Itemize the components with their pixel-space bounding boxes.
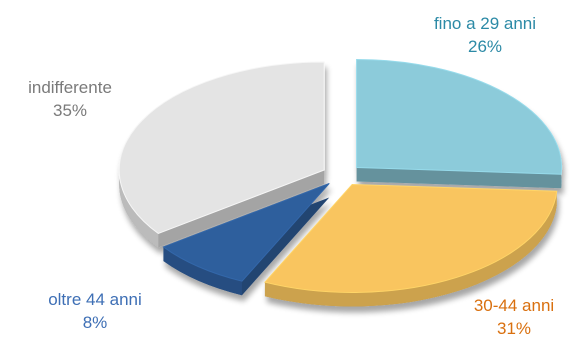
slice-rim [264, 191, 557, 307]
slice-top [118, 61, 325, 235]
slice-name: fino a 29 anni [433, 14, 537, 33]
slice-name: indifferente [28, 78, 112, 97]
pie-slice-30-44-anni [263, 183, 558, 307]
pie-slice-oltre-44-anni [162, 183, 330, 296]
slice-label-oltre-44-anni: oltre 44 anni 8% [20, 288, 170, 334]
slice-percent: 26% [467, 37, 503, 56]
slice-percent: 31% [496, 319, 532, 338]
slice-top [356, 58, 563, 175]
slice-label-30-44-anni: 30-44 anni 31% [450, 294, 578, 340]
slice-label-fino-a-29-anni: fino a 29 anni 26% [405, 12, 565, 58]
slice-name: oltre 44 anni [48, 290, 142, 309]
slice-percent: 8% [82, 313, 108, 332]
pie-slice-indifferente [118, 61, 325, 248]
slice-top [162, 183, 330, 282]
slice-percent: 35% [52, 101, 88, 120]
slice-top [263, 183, 558, 293]
pie-slice-fino-a-29-anni [356, 58, 563, 189]
slice-rim [163, 246, 242, 296]
slice-label-indifferente: indifferente 35% [0, 76, 140, 122]
slice-name: 30-44 anni [473, 296, 555, 315]
